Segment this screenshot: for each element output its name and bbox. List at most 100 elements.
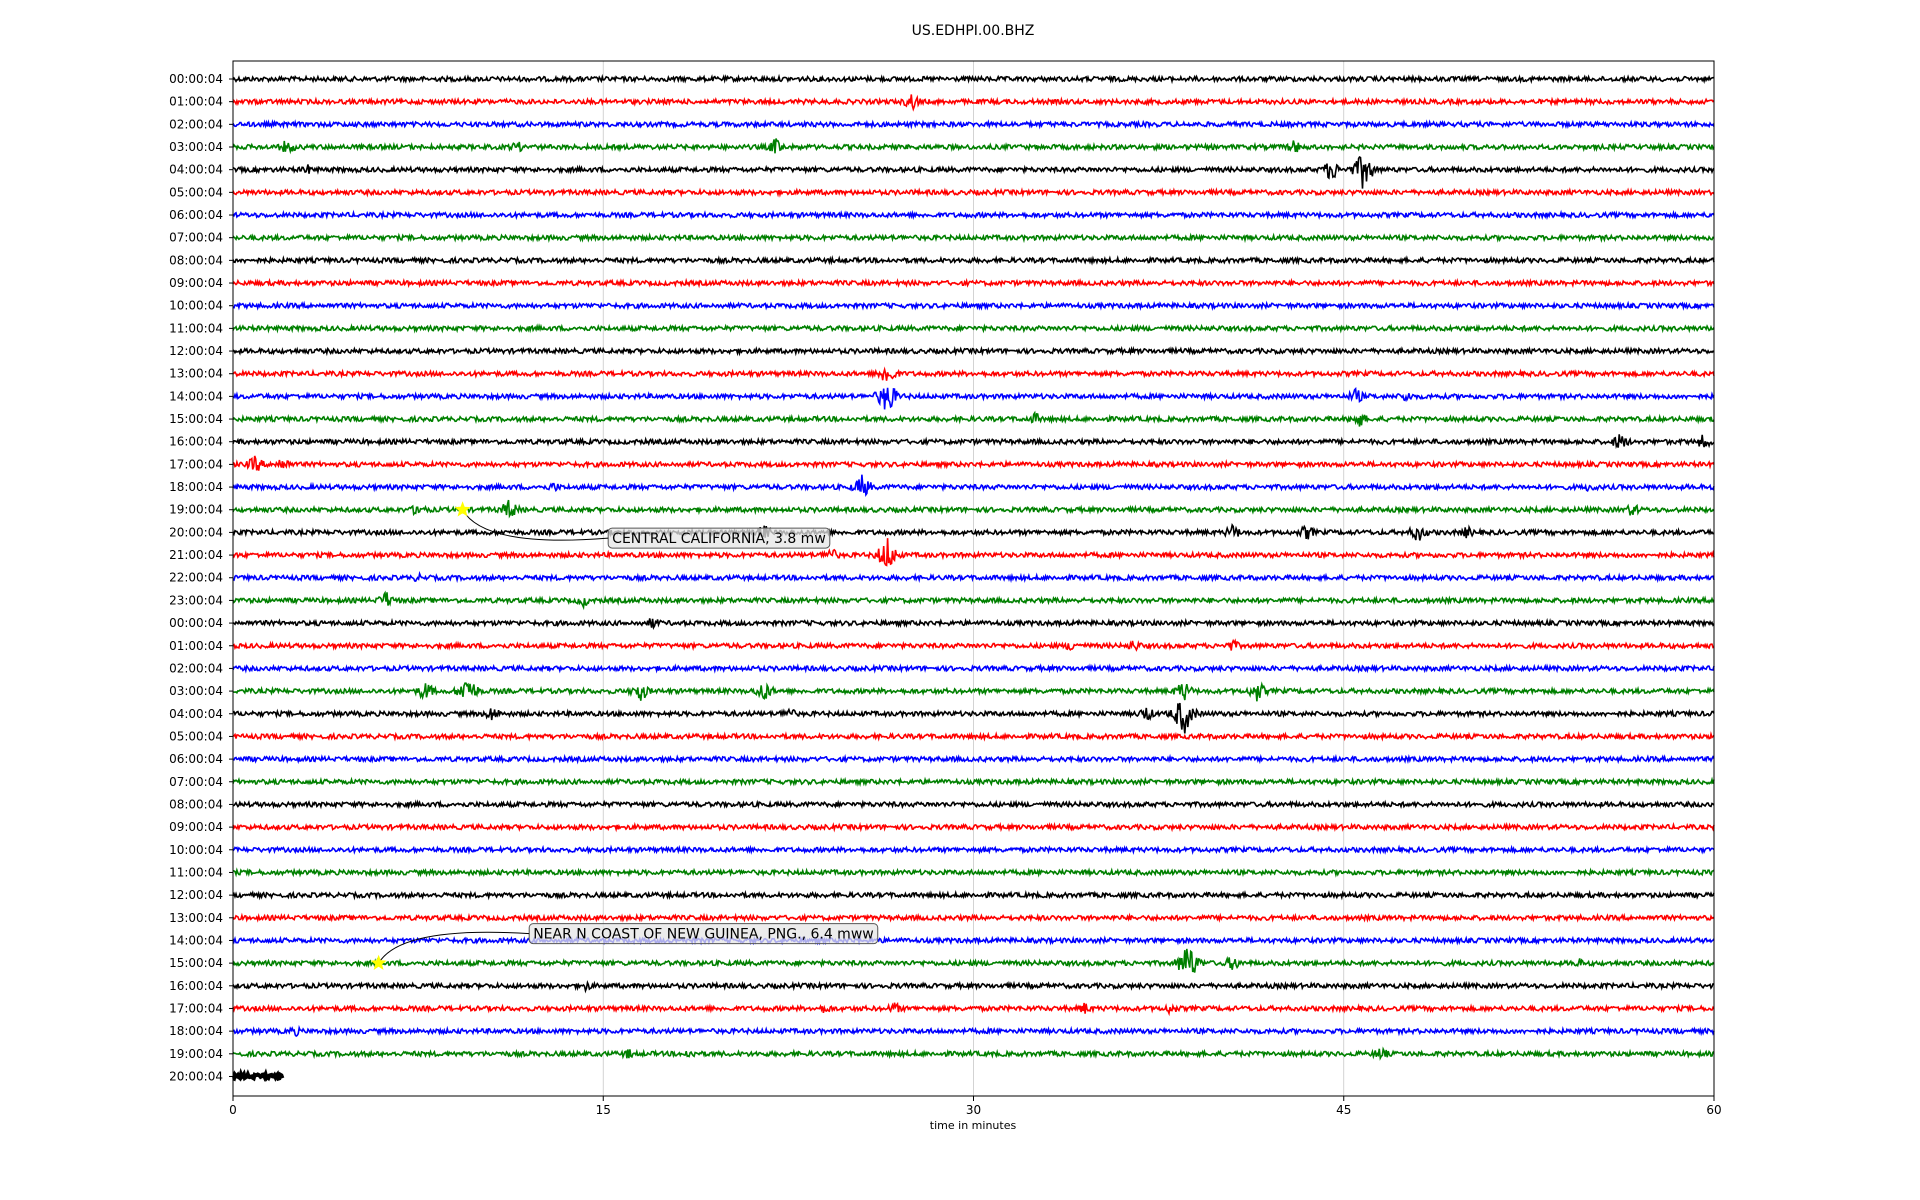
row-label: 10:00:04 xyxy=(169,299,223,313)
trace-row-32 xyxy=(232,799,1715,810)
row-label: 09:00:04 xyxy=(169,276,223,290)
row-label: 02:00:04 xyxy=(169,117,223,131)
trace-row-39 xyxy=(232,948,1715,973)
trace-row-33 xyxy=(232,821,1715,833)
trace-row-18 xyxy=(232,474,1715,498)
row-label: 06:00:04 xyxy=(169,752,223,766)
trace-row-40 xyxy=(232,980,1714,994)
x-tick-label: 0 xyxy=(229,1103,237,1117)
trace-row-7 xyxy=(232,232,1715,244)
row-label: 12:00:04 xyxy=(169,888,223,902)
row-label: 19:00:04 xyxy=(169,503,223,517)
row-label: 17:00:04 xyxy=(169,457,223,471)
annotation-connector xyxy=(462,509,609,541)
row-label: 13:00:04 xyxy=(169,911,223,925)
trace-row-4 xyxy=(232,155,1715,189)
row-label: 17:00:04 xyxy=(169,1001,223,1015)
trace-row-29 xyxy=(232,731,1715,742)
row-label: 11:00:04 xyxy=(169,321,223,335)
trace-row-22 xyxy=(232,570,1715,584)
row-label: 15:00:04 xyxy=(169,412,223,426)
trace-row-8 xyxy=(232,255,1715,266)
row-label: 00:00:04 xyxy=(169,616,223,630)
trace-row-44 xyxy=(232,1067,285,1083)
row-label: 23:00:04 xyxy=(169,593,223,607)
row-label: 04:00:04 xyxy=(169,707,223,721)
row-label: 14:00:04 xyxy=(169,933,223,947)
row-label: 04:00:04 xyxy=(169,163,223,177)
chart-title: US.EDHPI.00.BHZ xyxy=(912,23,1035,39)
row-label: 01:00:04 xyxy=(169,95,223,109)
row-label: 11:00:04 xyxy=(169,865,223,879)
trace-row-20 xyxy=(232,523,1715,541)
trace-row-41 xyxy=(232,1001,1715,1017)
event-annotations: CENTRAL CALIFORNIA, 3.8 mw NEAR N COAST O… xyxy=(370,501,879,970)
row-label: 16:00:04 xyxy=(169,979,223,993)
trace-row-19 xyxy=(232,499,1715,519)
row-label: 18:00:04 xyxy=(169,480,223,494)
row-time-labels: 00:00:04 01:00:04 02:00:04 03:00:04 04:00:04… xyxy=(169,72,233,1083)
trace-row-14 xyxy=(232,387,1715,410)
trace-row-35 xyxy=(232,867,1715,878)
row-label: 03:00:04 xyxy=(169,684,223,698)
trace-row-27 xyxy=(232,681,1715,702)
trace-row-6 xyxy=(232,209,1715,221)
trace-row-16 xyxy=(232,434,1715,450)
row-label: 13:00:04 xyxy=(169,367,223,381)
trace-row-43 xyxy=(232,1046,1715,1061)
x-tick-label: 15 xyxy=(596,1103,611,1117)
row-label: 15:00:04 xyxy=(169,956,223,970)
row-label: 09:00:04 xyxy=(169,820,223,834)
trace-row-34 xyxy=(232,844,1715,856)
row-label: 07:00:04 xyxy=(169,775,223,789)
row-label: 08:00:04 xyxy=(169,797,223,811)
row-label: 05:00:04 xyxy=(169,185,223,199)
plot-frame xyxy=(232,60,1715,1097)
trace-row-1 xyxy=(232,94,1715,112)
annotation-connector xyxy=(378,931,530,964)
row-label: 16:00:04 xyxy=(169,435,223,449)
trace-row-2 xyxy=(232,118,1715,130)
row-label: 03:00:04 xyxy=(169,140,223,154)
x-axis-label: time in minutes xyxy=(930,1119,1017,1132)
trace-row-42 xyxy=(232,1024,1715,1038)
trace-row-24 xyxy=(232,617,1715,630)
trace-row-25 xyxy=(232,638,1715,652)
trace-row-23 xyxy=(232,590,1715,611)
trace-row-11 xyxy=(232,323,1715,334)
trace-row-15 xyxy=(232,410,1715,427)
row-label: 05:00:04 xyxy=(169,729,223,743)
row-label: 00:00:04 xyxy=(169,72,223,86)
trace-row-5 xyxy=(232,187,1715,198)
trace-row-21 xyxy=(232,538,1715,567)
event-star-marker xyxy=(454,501,471,517)
row-label: 02:00:04 xyxy=(169,661,223,675)
x-tick-label: 45 xyxy=(1336,1103,1351,1117)
trace-row-9 xyxy=(232,277,1715,289)
row-label: 14:00:04 xyxy=(169,389,223,403)
trace-row-30 xyxy=(232,753,1715,765)
row-label: 12:00:04 xyxy=(169,344,223,358)
trace-row-26 xyxy=(232,663,1715,674)
row-label: 01:00:04 xyxy=(169,639,223,653)
row-label: 10:00:04 xyxy=(169,843,223,857)
x-tick-label: 60 xyxy=(1706,1103,1721,1117)
row-label: 22:00:04 xyxy=(169,571,223,585)
trace-row-12 xyxy=(232,345,1715,357)
row-label: 21:00:04 xyxy=(169,548,223,562)
trace-row-3 xyxy=(232,138,1715,155)
x-axis-ticks: 0 15 30 45 60 xyxy=(229,1096,1722,1117)
trace-row-17 xyxy=(232,455,1715,471)
trace-row-37 xyxy=(232,912,1715,924)
row-label: 20:00:04 xyxy=(169,525,223,539)
row-label: 06:00:04 xyxy=(169,208,223,222)
row-label: 19:00:04 xyxy=(169,1047,223,1061)
trace-row-28 xyxy=(232,702,1715,734)
seismic-traces xyxy=(232,73,1715,1083)
trace-row-31 xyxy=(232,776,1715,788)
trace-row-10 xyxy=(232,300,1715,312)
annotation-label: NEAR N COAST OF NEW GUINEA, PNG., 6.4 mw… xyxy=(533,927,874,943)
row-label: 07:00:04 xyxy=(169,231,223,245)
event-star-marker xyxy=(370,954,387,970)
